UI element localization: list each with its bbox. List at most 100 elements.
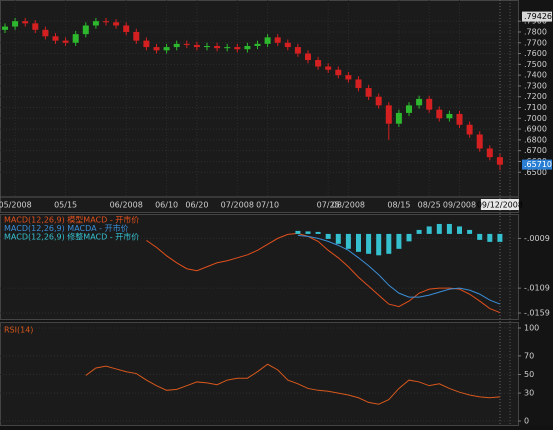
candle-body [32,23,39,30]
candle-body [92,21,99,26]
candle-body [123,25,130,32]
candle-body [42,29,49,37]
legend-entry: MACD(12,26,9) MACDA - 开市价 [4,223,129,233]
candle-body [234,47,241,50]
candle-body [496,157,503,165]
x-tick-label: 05/2008 [0,201,32,210]
y-tick-label: .7600 [524,49,547,58]
candle-body [456,113,463,125]
candle-body [345,75,352,80]
histogram-bar [457,226,462,234]
candle-body [476,134,483,149]
candle-body [2,26,8,30]
candle-body [294,47,301,54]
last-label: .65710 [524,160,552,169]
candle-body [163,47,170,51]
y-tick-label: .7400 [524,71,547,80]
histogram-bar [295,230,301,234]
histogram-bar [335,233,341,244]
x-tick-label: 08/15 [387,201,410,210]
x-tick-label: 09/12/2008 [477,201,523,210]
histogram-bar [356,233,361,252]
macd-panel [0,214,519,320]
histogram-bar [477,233,483,240]
candle-body [375,96,382,106]
x-tick-label: 06/10 [155,201,178,210]
y-tick-label: .7000 [524,114,547,123]
y-tick-label: 50 [524,370,534,379]
x-label-highlight [480,199,519,210]
candle-body [22,21,29,24]
series-line [85,363,500,405]
last-label-box [522,159,552,170]
y-tick-label: .6900 [524,125,547,134]
x-tick-label: 07/25 [317,201,340,210]
candle-body [486,148,493,158]
y-tick-label: 100 [524,324,539,333]
candle-body [284,42,291,48]
y-tick-label: 70 [524,351,534,360]
y-tick-label: .7200 [524,92,547,101]
candle-body [355,79,362,89]
candle-body [274,37,281,43]
candle-body [395,112,402,124]
candle-body [183,43,190,45]
histogram-bar [366,233,372,254]
candle-body [436,109,443,119]
candle-body [173,43,180,48]
legend-entry: MACD(12,26,9) 修整MACD - 开市价 [4,232,139,242]
candle-body [406,105,412,113]
candle-body [193,44,200,48]
candle-body [264,37,271,44]
y-tick-label: .7700 [524,38,547,47]
series-line [297,234,501,305]
y-tick-label: 30 [524,389,534,398]
y-tick-label: .6800 [524,135,547,144]
x-tick-label: 07/10 [256,201,279,210]
x-tick-label: 08/2008 [332,201,365,210]
y-tick-label: -.0009 [524,234,550,243]
histogram-bar [386,233,392,254]
candle-body [62,40,69,43]
histogram-bar [406,233,412,242]
candle-body [52,36,59,41]
histogram-bar [345,233,351,249]
candle-body [72,34,79,43]
candle-body [133,31,140,41]
candle-body [143,40,150,48]
high-label-box [522,11,552,22]
candle-body [254,43,261,47]
histogram-bar [305,231,311,234]
x-tick-label: 09/2008 [443,201,476,210]
y-tick-label: .7300 [524,81,547,90]
y-tick-label: -.0109 [524,284,550,293]
histogram-bar [416,229,422,234]
candle-body [365,88,372,97]
candle-body [214,46,221,49]
legend-entry: RSI(14) [4,326,33,335]
histogram-bar [467,229,473,234]
candle-body [153,47,160,51]
candle-body [224,47,231,49]
candle-body [12,21,19,27]
x-tick-label: 07/2008 [221,201,254,210]
histogram-bar [376,233,382,256]
candle-body [113,22,120,26]
y-tick-label: 0 [524,417,529,426]
x-tick-label: 05/15 [54,201,77,210]
candle-body [103,21,109,23]
histogram-bar [436,223,442,234]
candle-body [446,113,453,119]
histogram-bar [497,233,503,242]
high-label: .79426 [524,12,552,21]
candle-body [416,98,423,106]
candle-body [325,66,332,70]
candle-body [385,105,392,124]
x-tick-label: 06/20 [185,201,208,210]
series-line [146,232,501,314]
y-tick-label: .6500 [524,168,547,177]
y-tick-label: .7800 [524,27,547,36]
candle-body [82,25,89,35]
